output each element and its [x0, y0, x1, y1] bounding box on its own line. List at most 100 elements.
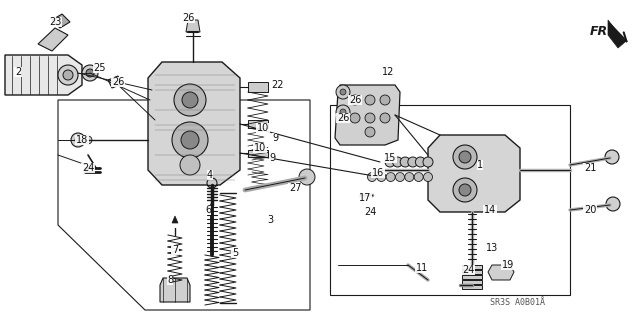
Circle shape: [180, 155, 200, 175]
Text: 5: 5: [232, 248, 238, 258]
Circle shape: [75, 137, 81, 143]
Text: 24: 24: [82, 163, 94, 173]
Text: 9: 9: [272, 133, 278, 143]
Text: 11: 11: [416, 263, 428, 273]
Text: 16: 16: [372, 168, 384, 178]
Circle shape: [82, 65, 98, 81]
Text: 17: 17: [359, 193, 371, 203]
Circle shape: [414, 173, 423, 182]
Polygon shape: [160, 278, 190, 302]
Circle shape: [396, 173, 404, 182]
Circle shape: [453, 145, 477, 169]
Circle shape: [365, 95, 375, 105]
Text: 25: 25: [93, 63, 106, 73]
Text: 23: 23: [49, 17, 61, 27]
Polygon shape: [462, 265, 482, 269]
Polygon shape: [608, 20, 625, 48]
Text: FR.: FR.: [590, 25, 613, 38]
Circle shape: [386, 173, 395, 182]
Text: 24: 24: [364, 207, 376, 217]
Polygon shape: [248, 150, 268, 157]
Circle shape: [340, 109, 346, 115]
Circle shape: [367, 173, 376, 182]
Text: 4: 4: [207, 170, 213, 180]
Circle shape: [408, 157, 418, 167]
Text: 2: 2: [15, 67, 21, 77]
Text: 6: 6: [205, 205, 211, 215]
Polygon shape: [462, 275, 482, 279]
Text: 10: 10: [257, 123, 269, 133]
Circle shape: [350, 113, 360, 123]
Circle shape: [459, 151, 471, 163]
Text: SR3S A0B01Å: SR3S A0B01Å: [490, 298, 545, 307]
Text: 3: 3: [267, 215, 273, 225]
Text: 21: 21: [584, 163, 596, 173]
Text: 26: 26: [337, 113, 349, 123]
Text: 10: 10: [254, 143, 266, 153]
Polygon shape: [248, 82, 268, 92]
Circle shape: [84, 136, 92, 144]
Polygon shape: [488, 265, 514, 280]
Circle shape: [58, 65, 78, 85]
Circle shape: [385, 157, 395, 167]
Circle shape: [71, 133, 85, 147]
Circle shape: [377, 173, 386, 182]
Circle shape: [86, 69, 94, 77]
Circle shape: [453, 178, 477, 202]
Text: 19: 19: [502, 260, 514, 270]
Text: 20: 20: [584, 205, 596, 215]
Circle shape: [605, 150, 619, 164]
Text: 13: 13: [486, 243, 498, 253]
Text: 26: 26: [182, 13, 194, 23]
Circle shape: [400, 157, 410, 167]
Polygon shape: [462, 285, 482, 289]
Text: 27: 27: [289, 183, 301, 193]
Circle shape: [182, 92, 198, 108]
Text: 26: 26: [112, 77, 124, 87]
Text: 1: 1: [477, 160, 483, 170]
Circle shape: [380, 95, 390, 105]
Circle shape: [606, 197, 620, 211]
Text: 14: 14: [484, 205, 496, 215]
Circle shape: [350, 95, 360, 105]
Circle shape: [174, 84, 206, 116]
Circle shape: [299, 169, 315, 185]
Circle shape: [181, 131, 199, 149]
Circle shape: [365, 127, 375, 137]
Text: 9: 9: [269, 153, 275, 163]
Circle shape: [423, 157, 433, 167]
Circle shape: [336, 85, 350, 99]
Circle shape: [172, 122, 208, 158]
Polygon shape: [148, 62, 240, 185]
Text: 12: 12: [382, 67, 394, 77]
Polygon shape: [5, 55, 82, 95]
Polygon shape: [335, 85, 400, 145]
Circle shape: [392, 157, 403, 167]
Circle shape: [459, 184, 471, 196]
Circle shape: [415, 157, 426, 167]
Circle shape: [365, 113, 375, 123]
Polygon shape: [108, 76, 122, 88]
Circle shape: [424, 173, 433, 182]
Text: 18: 18: [76, 135, 88, 145]
Text: 24: 24: [462, 265, 474, 275]
Text: 26: 26: [349, 95, 361, 105]
Polygon shape: [462, 270, 482, 274]
Polygon shape: [172, 216, 178, 223]
Text: 22: 22: [272, 80, 284, 90]
Polygon shape: [186, 20, 200, 32]
Circle shape: [405, 173, 414, 182]
Polygon shape: [462, 280, 482, 284]
Circle shape: [63, 70, 73, 80]
Text: 15: 15: [384, 153, 396, 163]
Text: 8: 8: [167, 275, 173, 285]
Text: 7: 7: [172, 245, 178, 255]
Polygon shape: [428, 135, 520, 212]
Circle shape: [340, 89, 346, 95]
Circle shape: [207, 178, 217, 188]
Polygon shape: [248, 120, 268, 128]
Circle shape: [336, 105, 350, 119]
Polygon shape: [52, 14, 70, 28]
Polygon shape: [38, 28, 68, 51]
Circle shape: [380, 113, 390, 123]
